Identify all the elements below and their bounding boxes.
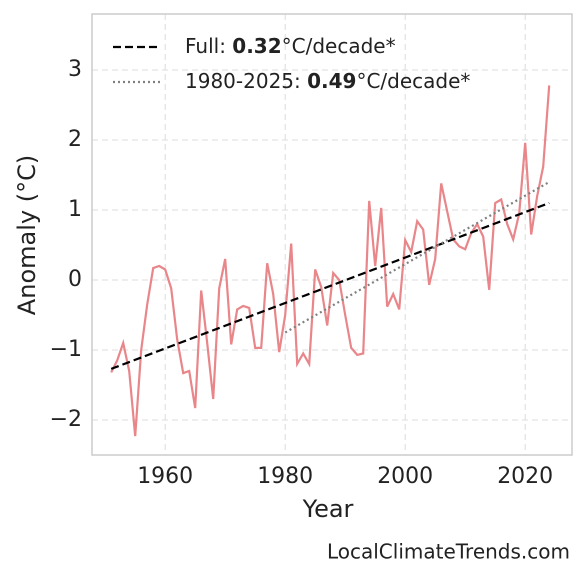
- y-tick-label: −2: [50, 407, 82, 432]
- y-tick-label: 1: [68, 197, 82, 222]
- legend-label: Full: 0.32°C/decade*: [185, 34, 396, 58]
- source-annotation: LocalClimateTrends.com: [327, 540, 570, 564]
- series-line: [110, 85, 551, 437]
- y-tick-label: 3: [68, 57, 82, 82]
- series-line: [110, 201, 550, 370]
- x-axis-label: Year: [302, 495, 354, 523]
- x-tick-label: 2000: [377, 464, 433, 489]
- y-tick-label: −1: [50, 337, 82, 362]
- y-axis-label: Anomaly (°C): [13, 155, 41, 315]
- series-line: [284, 181, 550, 334]
- y-tick-label: 0: [68, 267, 82, 292]
- x-tick-label: 1960: [137, 464, 193, 489]
- y-tick-label: 2: [68, 127, 82, 152]
- legend-label: 1980-2025: 0.49°C/decade*: [185, 69, 470, 93]
- plot-frame: [91, 13, 573, 456]
- x-tick-label: 2020: [497, 464, 553, 489]
- x-tick-label: 1980: [257, 464, 313, 489]
